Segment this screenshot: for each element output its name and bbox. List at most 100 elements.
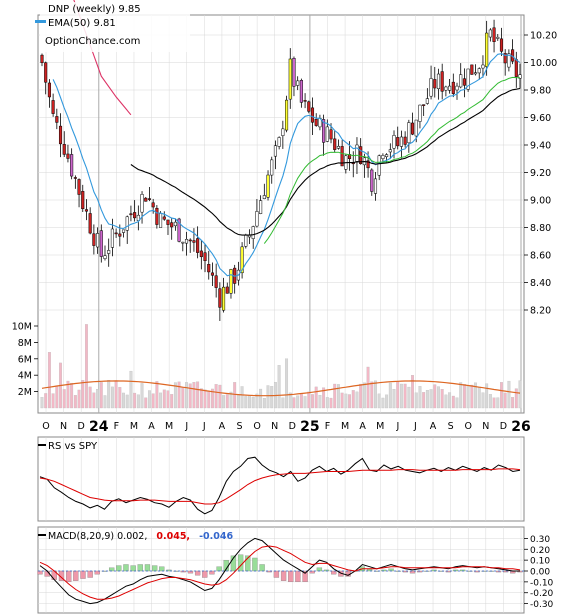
volume-bar — [199, 388, 203, 409]
candle-body — [159, 213, 163, 228]
time-axis-label: A — [359, 421, 366, 432]
volume-bar — [444, 394, 448, 409]
volume-bar — [318, 395, 322, 409]
candle-body — [507, 53, 511, 68]
candle-body — [336, 146, 340, 149]
volume-bar — [296, 395, 300, 409]
ema-legend-swatch — [35, 20, 46, 23]
macd-histogram-bar — [137, 564, 143, 572]
volume-bar — [396, 381, 400, 409]
volume-bar — [203, 389, 207, 409]
volume-bar — [455, 397, 459, 409]
volume-bar — [488, 394, 492, 409]
macd-histogram-bar — [273, 570, 280, 578]
time-axis-label: N — [271, 421, 278, 432]
time-axis-label: 25 — [300, 419, 319, 435]
volume-bar — [462, 384, 466, 409]
volume-bar — [377, 393, 381, 409]
time-axis-label: 24 — [89, 419, 109, 435]
volume-bar — [136, 394, 140, 409]
volume-bar — [225, 394, 229, 409]
macd-histogram-bar — [144, 564, 151, 572]
candle-body — [288, 58, 292, 100]
macd-lines — [37, 537, 524, 605]
volume-bars — [40, 324, 522, 409]
volume-tick-label: 4M — [18, 371, 32, 382]
macd-legend-prefix: MACD(8,20,9) 0.002, — [48, 531, 147, 542]
macd-histogram-bar — [230, 555, 237, 572]
candle-body — [107, 250, 111, 254]
volume-bar — [381, 397, 385, 409]
volume-bar — [81, 380, 85, 409]
volume-bar — [244, 396, 248, 409]
candle-body — [151, 202, 155, 208]
macd-tick-label: -0.20 — [530, 589, 554, 599]
time-axis-label: J — [413, 421, 417, 432]
candle-body — [199, 250, 203, 258]
macd-histogram-bar — [159, 566, 165, 572]
volume-bar — [162, 389, 166, 409]
macd-histogram-bar — [37, 570, 43, 575]
volume-bar — [451, 395, 455, 409]
candle-body — [73, 177, 77, 179]
candle-body — [44, 62, 48, 83]
macd-histogram-bar — [409, 570, 416, 574]
volume-tick-label: 8M — [18, 338, 32, 349]
candle-body — [388, 149, 392, 153]
candle-body — [396, 137, 400, 147]
macd-histogram-bar — [295, 570, 301, 583]
rs-legend-swatch — [38, 444, 46, 446]
candle-body — [370, 169, 374, 192]
volume-bar — [336, 384, 340, 409]
candle-body — [466, 68, 470, 90]
candle-body — [70, 154, 74, 177]
candle-body — [385, 154, 389, 158]
volume-average-line — [41, 380, 521, 397]
volume-bar — [170, 394, 174, 409]
volume-bar — [222, 395, 226, 409]
candle-body — [81, 191, 85, 210]
volume-bar — [92, 392, 96, 409]
volume-bar — [351, 390, 355, 409]
volume-bar — [292, 397, 296, 409]
ema-mid-line — [263, 76, 521, 244]
price-tick-label: 9.60 — [530, 113, 551, 124]
volume-bar — [44, 393, 48, 409]
volume-bar — [299, 393, 303, 409]
candle-body — [173, 221, 177, 227]
macd-histogram-bar — [316, 567, 323, 572]
candle-body — [296, 80, 300, 86]
candle-body — [281, 128, 285, 136]
candle-body — [285, 99, 289, 131]
volume-bar — [403, 383, 407, 409]
macd-histogram-bar — [280, 570, 287, 581]
volume-bar — [233, 382, 237, 409]
candle-body — [92, 233, 96, 246]
candle-body — [407, 122, 411, 144]
candle-body — [51, 100, 55, 114]
volume-bar — [240, 386, 244, 409]
volume-bar — [88, 386, 92, 409]
candle-body — [481, 64, 485, 69]
volume-bar — [511, 397, 515, 409]
volume-bar — [125, 394, 129, 409]
price-tick-label: 8.20 — [530, 306, 551, 317]
volume-bar — [414, 392, 418, 409]
rs-moving-average — [39, 468, 521, 505]
volume-bar — [322, 387, 326, 409]
volume-bar — [248, 395, 251, 409]
candle-body — [229, 269, 233, 294]
candle-body — [181, 241, 185, 244]
candle-body — [177, 218, 181, 242]
ema-legend: EMA(50) 9.81 — [48, 18, 116, 29]
volume-bar — [362, 382, 366, 409]
macd-histogram-bar — [402, 570, 409, 573]
volume-bar — [285, 358, 289, 409]
candle-body — [96, 233, 100, 248]
volume-bar — [55, 385, 59, 409]
volume-bar — [485, 383, 489, 409]
volume-bar — [507, 380, 511, 409]
candle-body — [188, 239, 192, 242]
volume-bar — [425, 390, 429, 409]
candle-body — [270, 159, 274, 176]
